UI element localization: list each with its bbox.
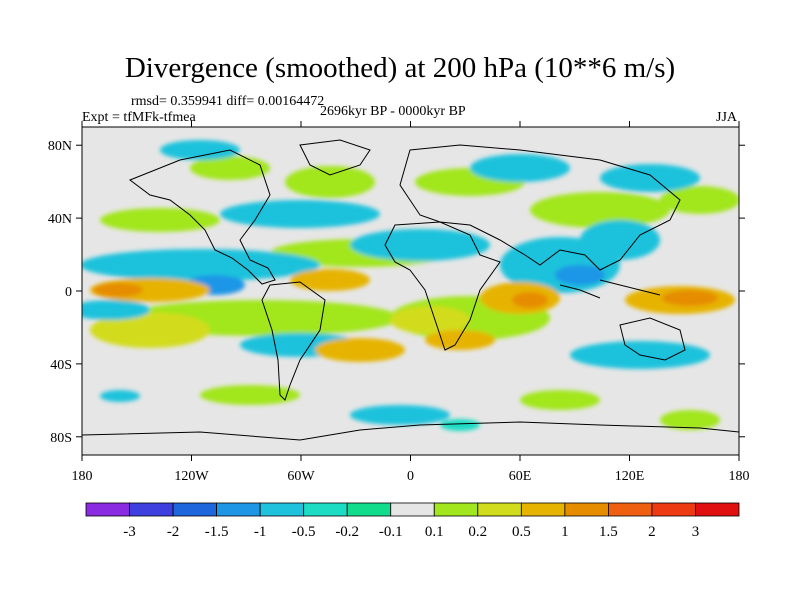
colorbar-label: 0.1 — [425, 524, 444, 540]
colorbar-swatch — [129, 502, 174, 517]
colorbar-label: 1 — [561, 524, 569, 540]
colorbar-swatch — [520, 502, 566, 517]
colorbar-label: -1.5 — [205, 524, 229, 540]
colorbar-label: 1.5 — [599, 524, 618, 540]
lat-axis: 80N 40N 0 40S 80S — [48, 139, 745, 446]
lat-tick-label: 80N — [48, 139, 72, 154]
colorbar-swatch — [390, 502, 435, 517]
season-label: JJA — [716, 110, 738, 125]
colorbar-swatch — [303, 502, 348, 517]
colorbar-swatch — [85, 502, 130, 517]
colorbar-swatch — [564, 502, 609, 517]
lon-tick-label: 180 — [72, 469, 93, 484]
lon-tick-label: 60E — [509, 469, 532, 484]
divergence-field — [82, 127, 739, 455]
colorbar-swatch — [695, 502, 740, 517]
lat-tick-label: 0 — [65, 285, 72, 300]
colorbar-label: 0.5 — [512, 524, 531, 540]
lon-tick-label: 0 — [407, 469, 414, 484]
colorbar-label: -0.5 — [292, 524, 316, 540]
colorbar-swatch — [651, 502, 696, 517]
coastlines — [82, 139, 739, 441]
lat-tick-label: 80S — [50, 431, 72, 446]
colorbar-swatch — [346, 502, 392, 517]
colorbar-label: -0.2 — [335, 524, 359, 540]
experiment-label: Expt = tfMFk-tfmea — [82, 110, 196, 125]
colorbar-swatch — [216, 502, 261, 517]
colorbar-swatch — [172, 502, 217, 517]
lon-tick-label: 120W — [174, 469, 209, 484]
lon-tick-label: 60W — [287, 469, 315, 484]
colorbar-label: 2 — [648, 524, 656, 540]
colorbar-swatch — [608, 502, 653, 517]
lon-tick-label: 120E — [615, 469, 645, 484]
colorbar-label: -2 — [167, 524, 180, 540]
colorbar-label: -0.1 — [379, 524, 403, 540]
lat-tick-label: 40S — [50, 358, 72, 373]
colorbar-swatch — [477, 502, 522, 517]
lon-axis: 180 120W 60W 0 60E 120E 180 — [72, 121, 750, 484]
colorbar-label: -3 — [123, 524, 136, 540]
colorbar: -3 -2 -1.5 -1 -0.5 -0.2 -0.1 0.1 0.2 0.5 1 1.5 2 3 — [85, 502, 740, 540]
colorbar-label: 3 — [692, 524, 700, 540]
map-title: Divergence (smoothed) at 200 hPa (10**6 … — [124, 52, 676, 84]
lon-tick-label: 180 — [729, 469, 750, 484]
colorbar-label: -1 — [254, 524, 267, 540]
colorbar-swatch — [433, 502, 479, 517]
period-label: 2696kyr BP - 0000kyr BP — [320, 104, 466, 119]
colorbar-swatch — [259, 502, 305, 517]
colorbar-label: 0.2 — [468, 524, 487, 540]
stats-text: rmsd= 0.359941 diff= 0.00164472 — [131, 94, 325, 109]
lat-tick-label: 40N — [48, 212, 72, 227]
